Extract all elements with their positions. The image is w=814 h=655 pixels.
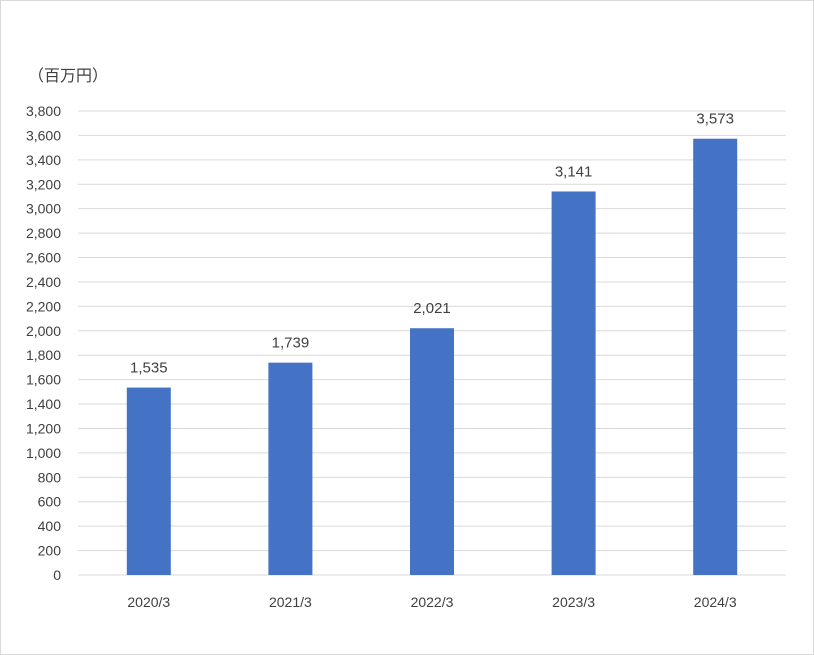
y-tick-label: 2,800	[26, 225, 61, 241]
y-tick-label: 200	[38, 543, 62, 559]
y-tick-label: 2,000	[26, 323, 61, 339]
x-category-label: 2022/3	[411, 594, 454, 610]
x-category-label: 2021/3	[269, 594, 312, 610]
y-tick-label: 3,400	[26, 152, 61, 168]
bar-2024-3	[693, 138, 738, 575]
data-label: 1,739	[272, 335, 310, 352]
unit-label: （百万円）	[28, 66, 109, 85]
data-label: 3,573	[696, 111, 734, 128]
data-label: 1,535	[130, 360, 168, 377]
y-tick-label: 2,400	[26, 274, 61, 290]
data-label: 3,141	[555, 163, 593, 180]
y-tick-label: 2,600	[26, 250, 61, 266]
bar-2022-3	[410, 328, 454, 575]
y-tick-label: 1,000	[26, 445, 61, 461]
bar-2021-3	[268, 362, 313, 575]
y-tick-label: 3,800	[26, 103, 61, 119]
data-labels: 1,535 1,739 2,021 3,141 3,573	[130, 111, 734, 377]
y-tick-label: 600	[38, 494, 62, 510]
bar-2020-3	[126, 387, 171, 575]
bar-2023-3	[551, 191, 596, 576]
y-tick-label: 3,600	[26, 127, 61, 143]
y-tick-label: 3,000	[26, 201, 61, 217]
bars	[126, 138, 738, 576]
x-category-label: 2024/3	[694, 594, 737, 610]
y-tick-label: 1,400	[26, 396, 61, 412]
y-tick-label: 400	[38, 518, 62, 534]
y-tick-label: 3,200	[26, 176, 61, 192]
y-tick-label: 0	[53, 567, 61, 583]
x-category-label: 2020/3	[127, 594, 170, 610]
y-tick-label: 2,200	[26, 298, 61, 314]
y-tick-label: 1,800	[26, 347, 61, 363]
x-category-label: 2023/3	[552, 594, 595, 610]
x-axis-categories: 2020/3 2021/3 2022/3 2023/3 2024/3	[127, 594, 736, 610]
y-tick-label: 1,600	[26, 372, 61, 388]
y-axis-ticks: 0 200 400 600 800 1,000 1,200 1,400 1,600 1,800 2,…	[26, 103, 61, 583]
data-label: 2,021	[413, 300, 451, 317]
y-tick-label: 1,200	[26, 420, 61, 436]
y-tick-label: 800	[38, 469, 62, 485]
